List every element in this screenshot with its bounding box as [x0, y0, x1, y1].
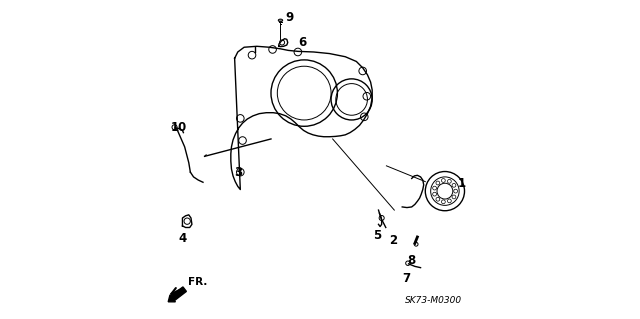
Text: 8: 8: [408, 254, 416, 267]
Ellipse shape: [278, 19, 283, 22]
FancyArrow shape: [168, 287, 186, 302]
Text: SK73-M0300: SK73-M0300: [405, 296, 463, 305]
Text: 1: 1: [458, 177, 466, 190]
Text: 4: 4: [179, 232, 187, 245]
Text: 2: 2: [388, 234, 397, 247]
Text: 6: 6: [298, 36, 306, 49]
Text: 7: 7: [402, 271, 410, 285]
Text: 10: 10: [171, 121, 187, 134]
Text: 9: 9: [285, 11, 294, 24]
Text: FR.: FR.: [188, 277, 207, 286]
Text: 5: 5: [372, 229, 381, 242]
Text: 3: 3: [234, 166, 242, 179]
